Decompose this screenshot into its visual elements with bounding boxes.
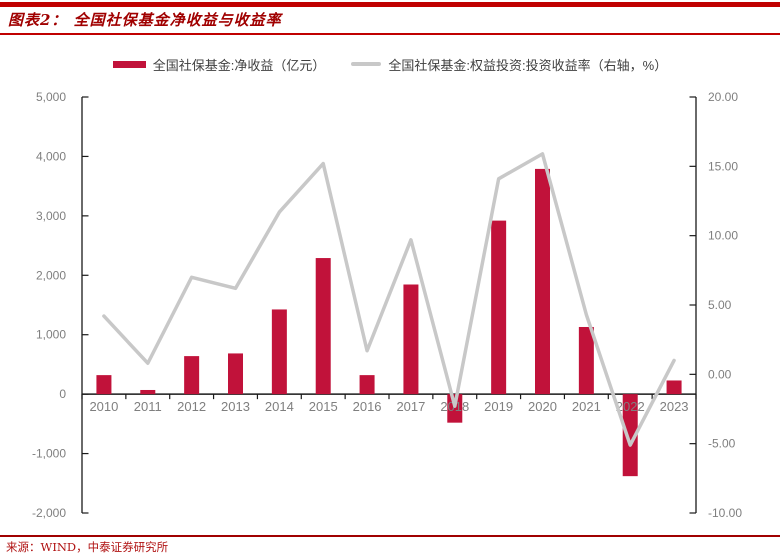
x-tick-label: 2023 [660, 399, 689, 414]
bar-2018 [447, 394, 463, 423]
chart-title: 图表2： 全国社保基金净收益与收益率 [8, 11, 282, 29]
top-red-rule [0, 2, 780, 7]
title-underline-rule [0, 33, 780, 35]
x-tick-label: 2020 [528, 399, 557, 414]
bar-2014 [271, 309, 287, 395]
bar-series-swatch [112, 60, 146, 68]
x-tick-label: 2022 [616, 399, 645, 414]
legend-label-net-income: 全国社保基金:净收益（亿元） [152, 57, 326, 73]
left-axis-label: 0 [59, 387, 66, 401]
legend-item-net-income: 全国社保基金:净收益（亿元） [112, 55, 326, 74]
x-tick-label: 2013 [221, 399, 250, 414]
source-note: 来源：WIND，中泰证券研究所 [6, 540, 169, 554]
x-tick-label: 2012 [177, 399, 206, 414]
bar-2010 [96, 375, 112, 395]
right-axis-label: 0.00 [708, 367, 732, 381]
bar-2013 [228, 353, 243, 395]
left-axis-label: 4,000 [36, 149, 66, 163]
right-axis-label: -10.00 [708, 506, 742, 520]
left-axis-label: -2,000 [32, 506, 66, 520]
right-axis-label: 15.00 [708, 159, 738, 173]
left-axis-label: 5,000 [36, 90, 66, 104]
right-axis-label: -5.00 [708, 437, 736, 451]
bar-2012 [184, 356, 200, 395]
return-rate-line [102, 152, 676, 447]
bar-2021 [578, 326, 594, 395]
right-axis-label: 5.00 [708, 298, 732, 312]
x-tick-label: 2021 [572, 399, 601, 414]
x-tick-label: 2017 [396, 399, 425, 414]
bar-2017 [403, 284, 419, 395]
bar-2015 [315, 258, 331, 395]
legend-item-return-rate: 全国社保基金:权益投资:投资收益率（右轴，%） [351, 55, 667, 74]
legend-label-return-rate: 全国社保基金:权益投资:投资收益率（右轴，%） [388, 57, 668, 73]
x-tick-label: 2011 [134, 399, 162, 414]
footer-red-rule [0, 535, 780, 537]
right-axis-label: 20.00 [708, 90, 738, 104]
x-tick-label: 2014 [265, 399, 294, 414]
left-axis-label: 3,000 [36, 209, 66, 223]
x-tick-label: 2016 [353, 399, 382, 414]
bar-2016 [359, 375, 375, 395]
right-axis-label: 10.00 [708, 229, 738, 243]
left-axis-label: 1,000 [36, 328, 66, 342]
bar-2023 [666, 380, 682, 395]
left-axis-label: 2,000 [36, 268, 66, 282]
x-tick-label: 2010 [89, 399, 118, 414]
left-axis-label: -1,000 [32, 447, 66, 461]
x-tick-label: 2019 [484, 399, 513, 414]
legend: 全国社保基金:净收益（亿元） 全国社保基金:权益投资:投资收益率（右轴，%） [0, 54, 780, 74]
bar-2011 [140, 389, 156, 395]
bar-2019 [491, 220, 507, 395]
bar-2020 [535, 168, 550, 395]
bar-2022 [622, 394, 638, 477]
line-series-swatch [351, 62, 382, 66]
x-tick-label: 2015 [309, 399, 338, 414]
